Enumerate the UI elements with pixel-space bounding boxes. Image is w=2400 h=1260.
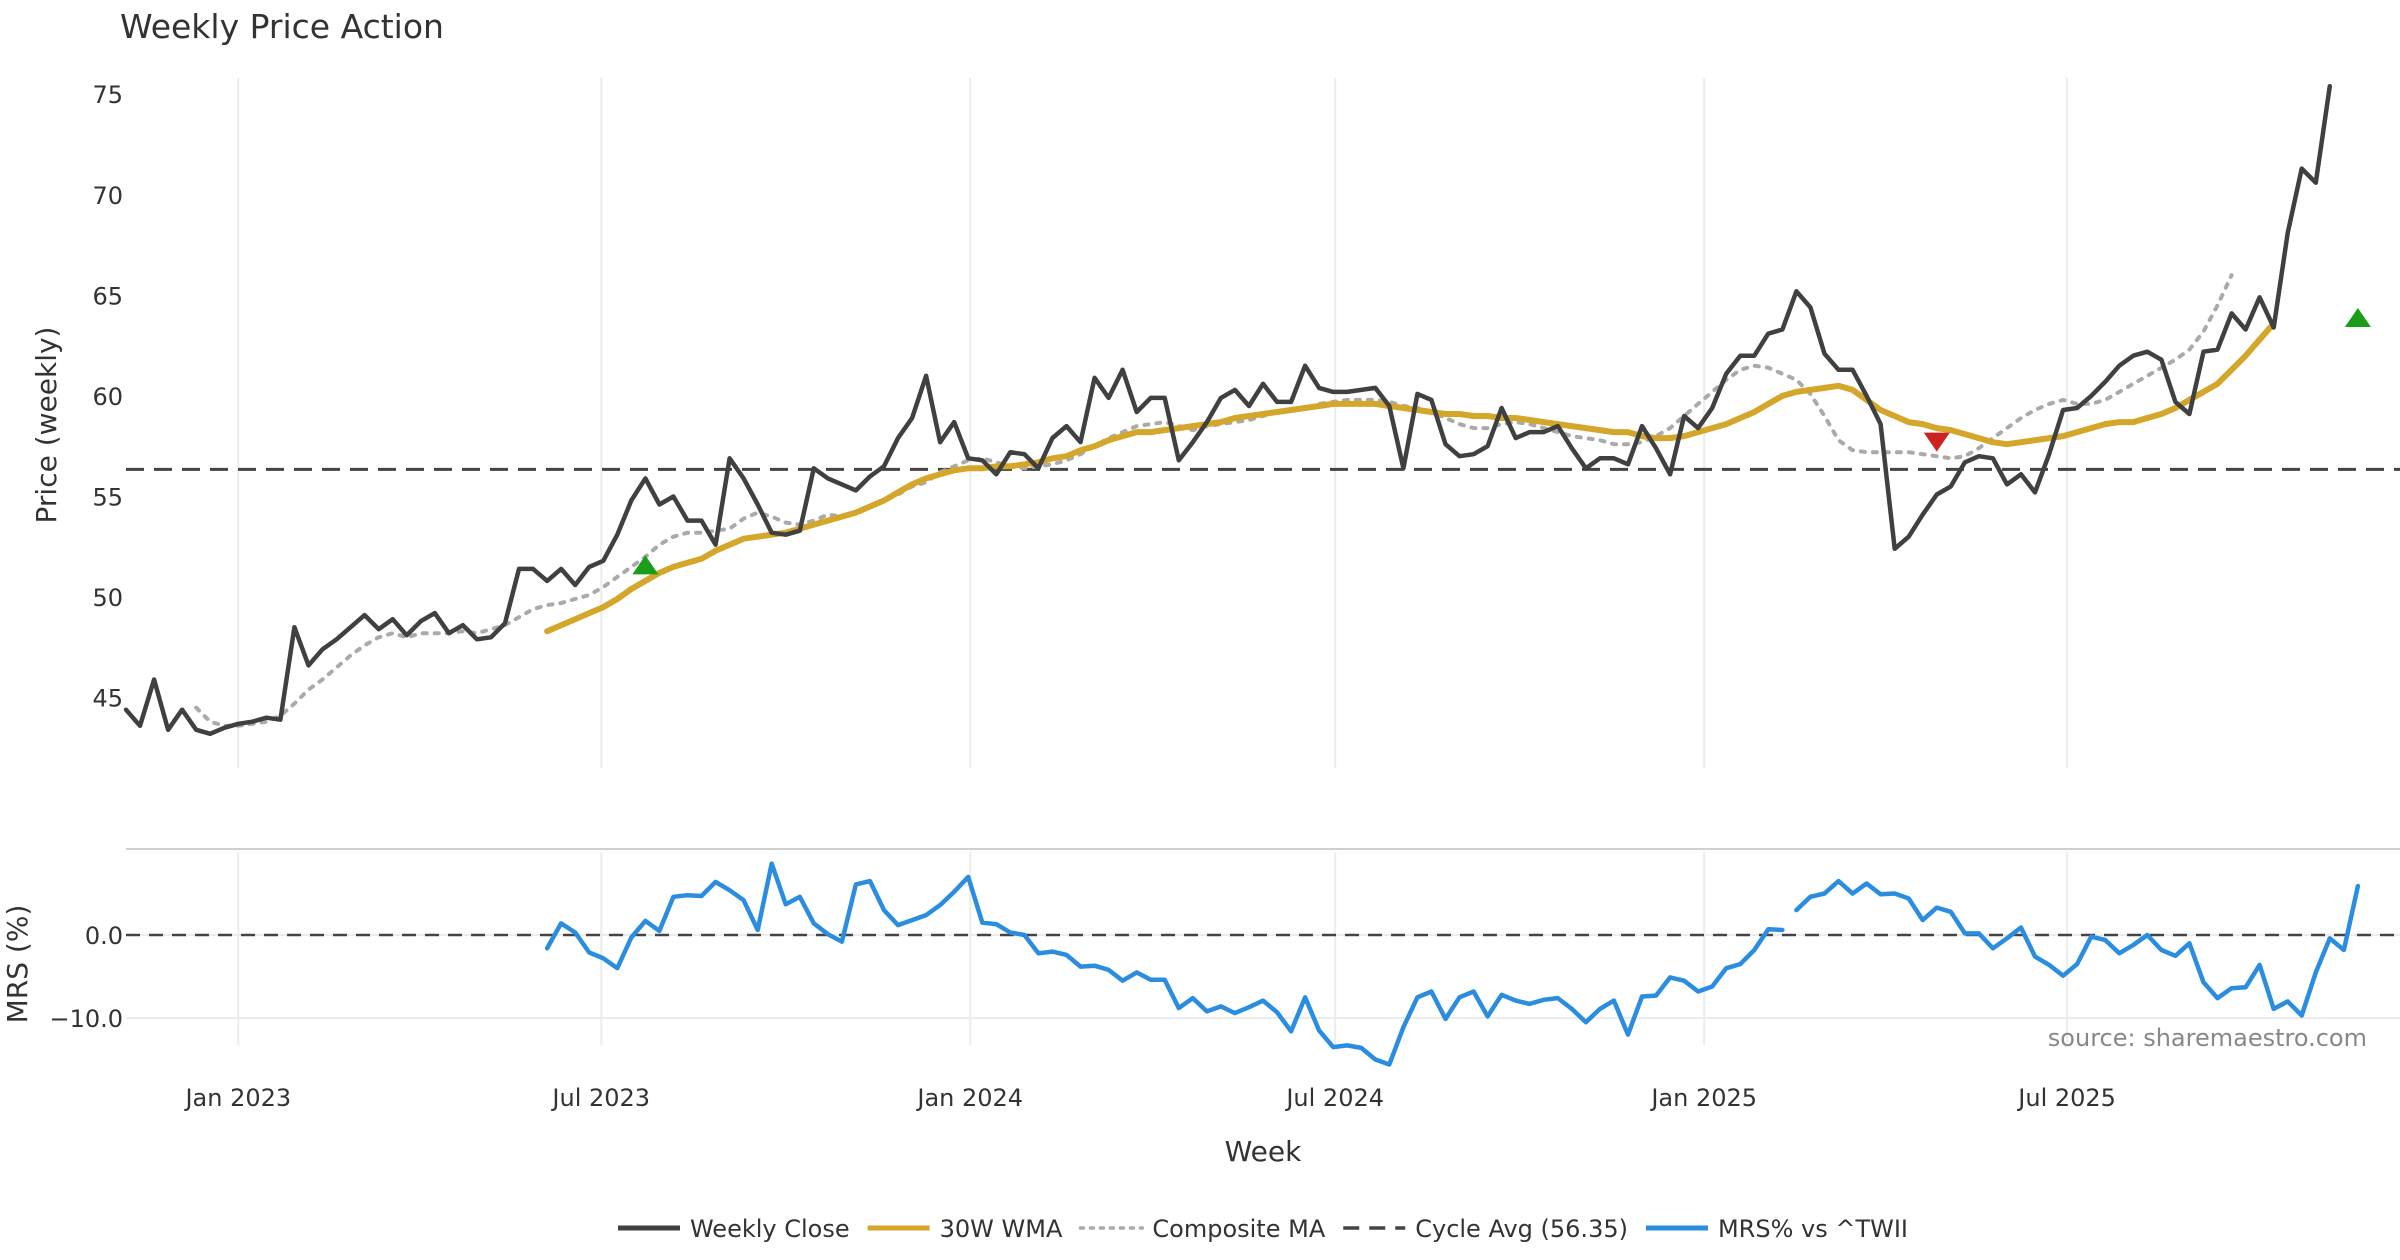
- price-y-tick-label: 70: [92, 182, 123, 210]
- series-30w-wma: [544, 320, 2277, 635]
- legend-label: MRS% vs ^TWII: [1718, 1215, 1908, 1243]
- legend-label: Composite MA: [1152, 1215, 1325, 1243]
- buy-signal-marker: [2344, 307, 2371, 327]
- legend-item: Weekly Close: [617, 1215, 850, 1243]
- series-mrs-segment-1: [544, 861, 1785, 1067]
- series-weekly-close: [123, 83, 2333, 737]
- mrs-y-tick-label: −10.0: [49, 1005, 123, 1033]
- legend-label: 30W WMA: [940, 1215, 1063, 1243]
- x-tick-label: Jan 2025: [1649, 1084, 1757, 1112]
- x-tick-label: Jul 2023: [550, 1084, 650, 1112]
- x-tick-label: Jul 2024: [1284, 1084, 1384, 1112]
- sell-signal-marker: [1923, 432, 1950, 452]
- legend-item: Composite MA: [1078, 1215, 1326, 1243]
- price-y-tick-label: 50: [92, 584, 123, 612]
- legend-item: Cycle Avg (56.35): [1343, 1215, 1628, 1243]
- chart-title: Weekly Price Action: [120, 7, 444, 46]
- x-axis-label: Week: [1225, 1135, 1302, 1168]
- legend-item: MRS% vs ^TWII: [1645, 1215, 1908, 1243]
- price-y-tick-label: 75: [92, 81, 123, 109]
- price-y-ticks: 45 50 55 60 65 70 75: [92, 81, 123, 712]
- x-tick-label: Jul 2025: [2016, 1084, 2116, 1112]
- x-tick-label: Jan 2023: [183, 1084, 291, 1112]
- price-panel: 45 50 55 60 65 70 75 Price (weekly): [30, 81, 2400, 737]
- x-axis-ticks: Jan 2023 Jul 2023 Jan 2024 Jul 2024 Jan 2025…: [183, 1084, 2116, 1112]
- buy-signal-marker: [632, 555, 659, 575]
- series-mrs-segment-2: [1794, 878, 2361, 1018]
- price-series-lines: [123, 83, 2333, 737]
- price-y-axis-label: Price (weekly): [30, 327, 63, 524]
- signal-markers: [632, 307, 2371, 575]
- mrs-panel: 0.0 −10.0 MRS (%) source: sharemaestro.co…: [1, 861, 2400, 1067]
- mrs-y-tick-label: 0.0: [85, 922, 123, 950]
- legend-label: Cycle Avg (56.35): [1415, 1215, 1628, 1243]
- price-y-tick-label: 55: [92, 483, 123, 511]
- mrs-y-axis-label: MRS (%): [1, 905, 34, 1024]
- price-y-tick-label: 60: [92, 383, 123, 411]
- source-note: source: sharemaestro.com: [2048, 1024, 2367, 1052]
- legend: Weekly Close 30W WMA Composite MA Cycle Avg…: [617, 1215, 1908, 1243]
- legend-item: 30W WMA: [867, 1215, 1063, 1243]
- mrs-series-line: [544, 861, 2361, 1067]
- price-y-tick-label: 45: [92, 685, 123, 713]
- x-tick-label: Jan 2024: [915, 1084, 1023, 1112]
- legend-label: Weekly Close: [690, 1215, 850, 1243]
- price-y-tick-label: 65: [92, 282, 123, 310]
